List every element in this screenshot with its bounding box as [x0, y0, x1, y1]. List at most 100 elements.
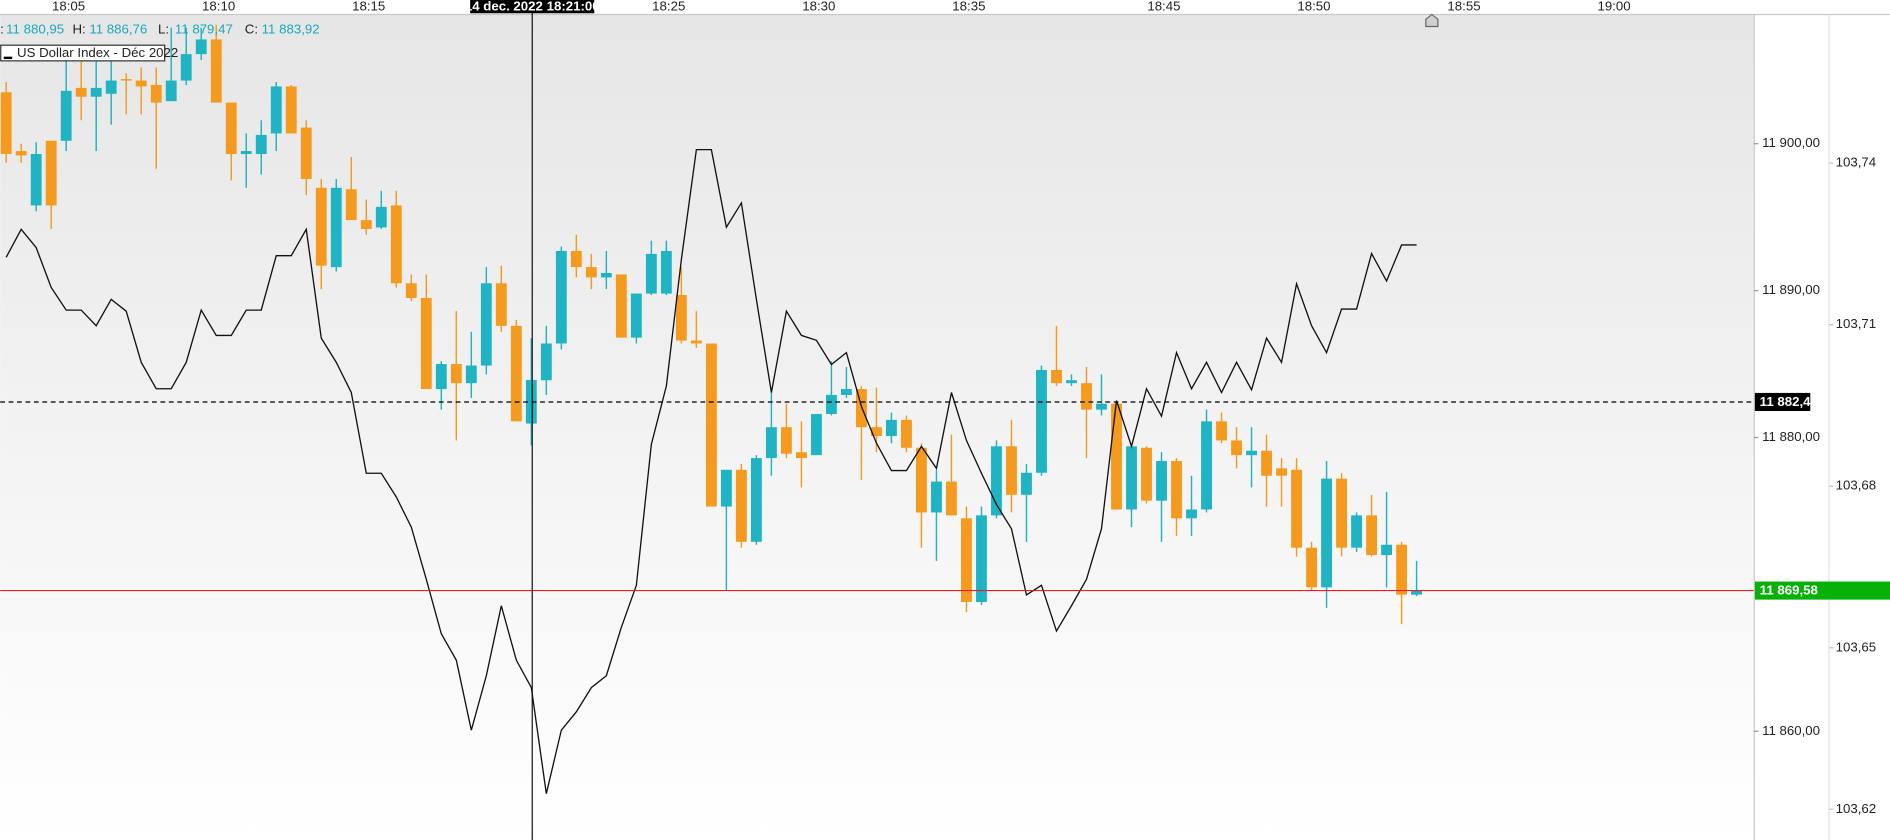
candle-body [630, 293, 642, 338]
candle-body [780, 427, 792, 454]
candle-body [345, 189, 357, 221]
y2-tick-label: 103,71 [1836, 316, 1877, 331]
candle-body [480, 283, 492, 366]
crosshair-label-box [470, 0, 595, 14]
candle-body [315, 187, 327, 266]
candle-body [150, 84, 162, 103]
candle-body [360, 220, 372, 229]
candle-body [240, 151, 252, 155]
candle-body [825, 394, 837, 415]
candle-body [660, 250, 672, 294]
candle-body [916, 447, 927, 513]
candle-body [705, 343, 717, 507]
candle-body [750, 458, 762, 542]
y-tick-label: 11 900,00 [1762, 135, 1820, 150]
header-label: C: [245, 22, 258, 37]
candle-body [435, 364, 447, 390]
candle-body [465, 365, 477, 384]
candle-body [795, 452, 807, 459]
line-series [5, 148, 1417, 794]
x-tick-label: 18:55 [1447, 0, 1480, 14]
candle-body [1231, 440, 1242, 456]
candle-body [1141, 447, 1152, 501]
candle-body [105, 80, 117, 94]
candle-body [1066, 380, 1077, 384]
header-label: : [0, 22, 4, 37]
candle-body [270, 86, 282, 134]
header-value: 11 880,95 [6, 22, 64, 37]
candle-body [375, 206, 387, 228]
candle-body [585, 267, 597, 278]
price-label: 11 882,42 [1760, 394, 1818, 409]
header-value: 11 886,76 [89, 22, 147, 37]
candle-body [1051, 369, 1062, 384]
price-label: 11 869,58 [1760, 583, 1818, 598]
candle-body [300, 127, 312, 179]
candle-body [330, 187, 342, 268]
candle-body [946, 481, 957, 516]
candle-body [600, 272, 612, 278]
candle-body [75, 87, 87, 97]
candle-body [1291, 469, 1302, 548]
x-tick-label: 18:30 [802, 0, 835, 14]
header-value: 11 879,47 [175, 22, 233, 37]
candle-body [871, 427, 882, 437]
candle-body [1276, 468, 1287, 476]
candle-body [720, 469, 732, 507]
candle-body [886, 419, 897, 437]
marks [0, 24, 1754, 794]
candle-body [450, 364, 462, 384]
candle-body [1306, 547, 1317, 588]
y2-tick-label: 103,62 [1836, 801, 1877, 816]
candle-body [1261, 450, 1272, 476]
candle-body [120, 79, 132, 81]
y-tick-label: 11 880,00 [1762, 429, 1820, 444]
candle-body [525, 379, 537, 424]
candle-body [961, 518, 972, 603]
candle-body [165, 80, 177, 102]
candle-body [1201, 421, 1212, 510]
candle-body [1186, 509, 1197, 519]
candle-body [1411, 590, 1423, 595]
candle-body [540, 343, 552, 381]
x-tick-label: 18:10 [202, 0, 235, 14]
candle-body [901, 419, 912, 448]
candle-body [675, 295, 687, 341]
candle-body [1396, 544, 1407, 595]
y-tick-label: 11 890,00 [1762, 282, 1820, 297]
candle-body [1021, 472, 1032, 495]
x-tick-label: 19:00 [1597, 0, 1630, 14]
candle-body [420, 297, 432, 390]
candle-body [1216, 421, 1227, 441]
candle-body [1336, 478, 1347, 548]
legend-label: US Dollar Index - Déc 2022 [17, 45, 178, 60]
candle-body [30, 154, 42, 206]
candle-body [690, 340, 702, 344]
legend-icon [3, 56, 13, 60]
legend-box[interactable] [0, 44, 166, 62]
header-label: H: [72, 22, 85, 37]
candle-body [1156, 461, 1167, 501]
marker-icon[interactable] [1425, 13, 1439, 28]
candle-body [405, 283, 417, 298]
candle-body [225, 102, 237, 155]
candle-body [931, 481, 942, 513]
x-tick-label: 18:50 [1297, 0, 1330, 14]
y2-tick-label: 103,65 [1836, 639, 1877, 654]
x-tick-label: 18:45 [1147, 0, 1180, 14]
candle-body [1096, 403, 1107, 410]
price-label-box [1754, 581, 1890, 600]
x-tick-label: 18:15 [352, 0, 385, 14]
candle-body [60, 90, 72, 141]
y2-tick-label: 103,68 [1836, 478, 1877, 493]
candle-body [991, 446, 1002, 516]
x-tick-label: 18:25 [652, 0, 685, 14]
price-label-box [1754, 392, 1811, 412]
candle-body [1111, 403, 1122, 510]
candle-body [840, 389, 852, 395]
header-label: L: [158, 22, 169, 37]
candle-body [765, 427, 777, 459]
crosshair-label: 14 dec. 2022 18:21:00 [465, 0, 600, 14]
